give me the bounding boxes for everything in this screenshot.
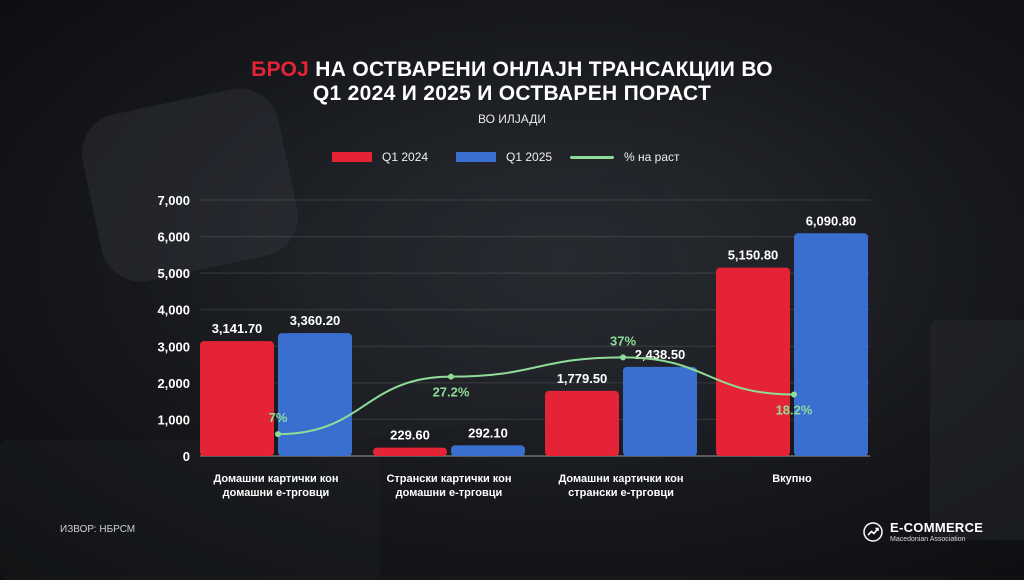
- growth-label: 27.2%: [433, 385, 470, 400]
- y-tick-label: 6,000: [157, 230, 190, 245]
- bar-q1-2024: [200, 341, 274, 456]
- bar-q1-2025: [623, 366, 697, 456]
- category-label: домашни е-трговци: [223, 487, 330, 499]
- bar-q1-2025: [794, 233, 868, 456]
- growth-label: 7%: [269, 410, 288, 425]
- bar-q1-2024: [716, 267, 790, 456]
- bar-value-label: 3,141.70: [212, 321, 263, 336]
- bar-value-label: 3,360.20: [290, 313, 341, 328]
- y-tick-label: 3,000: [157, 339, 190, 354]
- bar-q1-2024: [545, 390, 619, 456]
- y-tick-label: 4,000: [157, 303, 190, 318]
- growth-line: [277, 356, 795, 436]
- legend-swatch-growth: [570, 155, 614, 159]
- bar-value-label: 5,150.80: [728, 248, 779, 263]
- legend-label-q1-2025: Q1 2025: [506, 150, 553, 164]
- title-line1: НА ОСТВАРЕНИ ОНЛАЈН ТРАНСАКЦИИ ВО: [309, 58, 773, 81]
- growth-point: [275, 431, 281, 438]
- legend-swatch-q1-2025: [456, 152, 496, 162]
- chart-legend: Q1 2024 Q1 2025 % на раст: [0, 150, 1024, 166]
- logo-name: E-COMMERCE: [890, 520, 984, 535]
- title-line2: Q1 2024 И 2025 И ОСТВАРЕН ПОРАСТ: [312, 82, 712, 105]
- cart-growth-icon: [863, 521, 883, 542]
- y-tick-label: 2,000: [157, 376, 190, 391]
- y-tick-label: 7,000: [157, 193, 190, 208]
- growth-label: 18.2%: [776, 402, 813, 417]
- growth-point: [448, 373, 454, 380]
- logo-subtitle: Macedonian Association: [890, 536, 966, 543]
- y-tick-label: 5,000: [157, 266, 190, 281]
- legend-label-q1-2024: Q1 2024: [382, 150, 429, 164]
- legend-item-growth: % на раст: [570, 150, 679, 164]
- legend-item-q1-2025: Q1 2025: [456, 150, 552, 164]
- y-tick-label: 0: [183, 449, 190, 464]
- legend-label-growth: % на раст: [624, 150, 680, 164]
- category-label: домашни е-трговци: [396, 487, 503, 499]
- growth-point: [620, 354, 626, 361]
- bar-q1-2025: [451, 445, 525, 456]
- background-laptop-shape: [0, 440, 380, 580]
- title-accent: БРОЈ: [251, 58, 310, 81]
- bar-q1-2025: [278, 333, 352, 456]
- category-label: Домашни картички кон: [558, 473, 683, 485]
- background-cup-shape: [930, 320, 1024, 540]
- category-label: Вкупно: [772, 473, 812, 485]
- chart-subtitle: ВО ИЛЈАДИ: [478, 112, 546, 126]
- bar-q1-2024: [373, 447, 447, 456]
- bar-value-label: 229.60: [390, 428, 430, 443]
- category-label: Странски картички кон: [386, 473, 511, 485]
- growth-label: 37%: [610, 333, 636, 348]
- category-label: Домашни картички кон: [213, 473, 338, 485]
- category-label: странски е-трговци: [568, 487, 674, 499]
- bar-value-label: 6,090.80: [806, 213, 857, 228]
- legend-swatch-q1-2024: [332, 152, 372, 162]
- bar-value-label: 1,779.50: [557, 371, 608, 386]
- growth-point: [791, 391, 797, 398]
- bar-value-label: 292.10: [468, 425, 508, 440]
- y-tick-label: 1,000: [157, 412, 190, 427]
- chart-title: БРОЈ НА ОСТВАРЕНИ ОНЛАЈН ТРАНСАКЦИИ ВО Q…: [0, 58, 1024, 106]
- ecommerce-logo: E-COMMERCE Macedonian Association: [862, 520, 983, 543]
- source-note: ИЗВОР: НБРСМ: [60, 524, 136, 535]
- legend-item-q1-2024: Q1 2024: [332, 150, 428, 164]
